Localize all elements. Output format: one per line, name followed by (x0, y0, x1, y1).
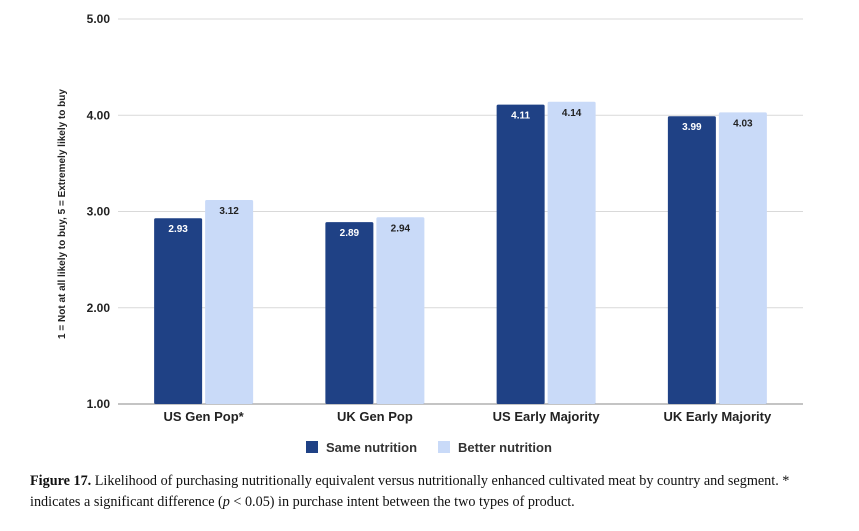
caption-text-2: < 0.05) in purchase intent between the t… (229, 494, 575, 510)
bar-data-label: 2.94 (391, 223, 411, 234)
bar-chart: 1.00 2.00 3.00 4.00 5.00 2.93 3.12 2.89 2.94 4.1… (57, 12, 803, 455)
bar-data-label: 2.89 (340, 228, 360, 239)
caption-label: Figure 17. (30, 473, 92, 489)
legend-label: Better nutrition (458, 440, 552, 455)
x-category-label: US Early Majority (493, 409, 601, 424)
legend-swatch (306, 441, 318, 453)
y-tick-label: 1.00 (87, 397, 111, 411)
figure-caption: Figure 17. Likelihood of purchasing nutr… (30, 471, 835, 513)
bar (154, 218, 203, 404)
x-axis-categories: US Gen Pop* UK Gen Pop US Early Majority UK… (164, 409, 772, 424)
bar (376, 217, 425, 404)
y-tick-label: 4.00 (87, 108, 111, 122)
y-tick-label: 5.00 (87, 12, 111, 26)
x-category-label: US Gen Pop* (164, 409, 245, 424)
bars (154, 101, 767, 405)
y-axis-ticks: 1.00 2.00 3.00 4.00 5.00 (87, 12, 111, 411)
bar (667, 116, 716, 405)
caption-italic: p (222, 494, 230, 510)
y-tick-label: 2.00 (87, 301, 111, 315)
bar-data-label: 4.03 (733, 118, 753, 129)
caption-text-1: Likelihood of purchasing nutritionally e… (30, 473, 790, 510)
legend: Same nutrition Better nutrition (306, 440, 552, 455)
data-labels: 2.93 3.12 2.89 2.94 4.11 4.14 3.99 4.03 (168, 108, 753, 239)
bar-data-label: 2.93 (168, 224, 188, 235)
bar (205, 199, 254, 404)
bar (325, 222, 374, 404)
x-category-label: UK Gen Pop (337, 409, 413, 424)
x-category-label: UK Early Majority (664, 409, 772, 424)
bar (718, 112, 767, 405)
y-axis-label: 1 = Not at all likely to buy, 5 = Extrem… (57, 89, 68, 339)
bar (496, 104, 545, 404)
legend-swatch (438, 441, 450, 453)
bar-data-label: 3.12 (219, 206, 239, 217)
bar-data-label: 4.14 (562, 108, 582, 119)
bar (547, 101, 596, 405)
bar-data-label: 4.11 (511, 111, 530, 122)
bar-data-label: 3.99 (682, 122, 702, 133)
y-tick-label: 3.00 (87, 205, 111, 219)
legend-label: Same nutrition (326, 440, 417, 455)
